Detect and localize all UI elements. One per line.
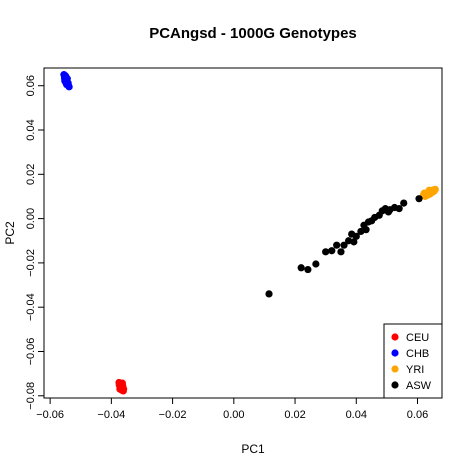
data-point [340,241,348,249]
plot-frame [43,67,443,399]
y-tick-label: −0.06 [25,338,37,366]
x-tick-label: −0.04 [97,409,125,421]
legend: CEU CHB YRI ASW [383,323,443,399]
legend-label: YRI [406,364,424,376]
data-point [64,79,72,87]
y-tick-label: −0.02 [25,249,37,277]
series-ceu [115,378,128,395]
data-point [304,265,312,274]
y-axis-label: PC2 [3,221,17,245]
data-point [337,248,345,256]
series-asw [265,195,423,298]
x-tick-label: 0.02 [284,409,305,421]
legend-label: ASW [406,380,432,392]
y-tick-label: 0.00 [25,208,37,229]
data-point [415,195,423,203]
y-tick-label: 0.06 [25,75,37,96]
legend-marker [391,365,399,373]
x-tick-label: 0.00 [223,409,244,421]
data-point [400,199,408,207]
x-tick-label: −0.06 [36,409,64,421]
data-point [350,238,358,246]
data-point [328,247,336,255]
data-point [118,379,126,387]
legend-marker [391,381,399,389]
data-point [312,260,320,268]
x-tick-label: 0.04 [346,409,367,421]
data-point [265,290,273,298]
series-yri [420,185,439,201]
data-point [352,232,360,240]
data-point [297,264,305,272]
x-tick-label: −0.02 [159,409,187,421]
chart-title: PCAngsd - 1000G Genotypes [149,25,357,42]
data-point [395,205,403,213]
x-tick-label: 0.06 [407,409,428,421]
data-point [420,189,428,197]
data-point [362,226,370,234]
legend-marker [391,349,399,357]
legend-marker [391,333,399,341]
y-axis: −0.08 −0.06 −0.04 −0.02 0.00 0.02 0.04 0.06 [25,75,44,410]
data-point [431,185,439,193]
series-chb [60,71,73,91]
legend-label: CHB [406,348,429,360]
y-tick-label: 0.04 [25,119,37,140]
data-point [322,248,330,256]
y-tick-label: −0.04 [25,293,37,321]
data-points [60,71,439,395]
y-tick-label: 0.02 [25,164,37,185]
data-point [333,241,341,249]
x-axis-label: PC1 [241,442,265,456]
x-axis: −0.06 −0.04 −0.02 0.00 0.02 0.04 0.06 [36,398,428,421]
y-tick-label: −0.08 [25,382,37,410]
legend-label: CEU [406,332,429,344]
